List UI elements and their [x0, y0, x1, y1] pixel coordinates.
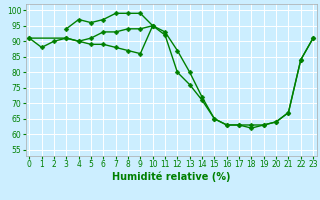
X-axis label: Humidité relative (%): Humidité relative (%): [112, 172, 230, 182]
